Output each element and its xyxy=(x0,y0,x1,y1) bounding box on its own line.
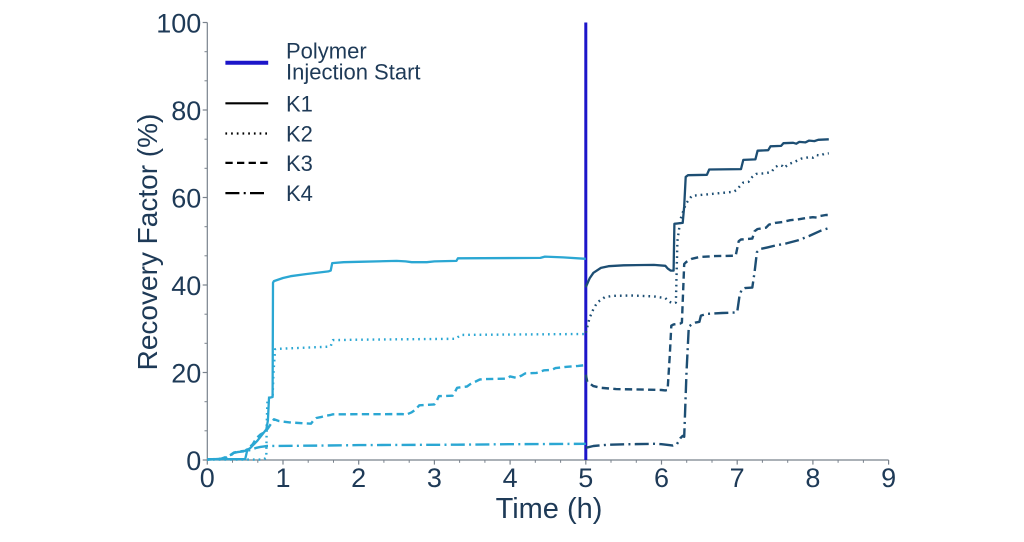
svg-text:2: 2 xyxy=(351,463,366,493)
svg-text:K1: K1 xyxy=(286,92,313,117)
svg-text:8: 8 xyxy=(805,463,820,493)
svg-text:7: 7 xyxy=(730,463,745,493)
svg-text:40: 40 xyxy=(171,271,201,301)
svg-text:0: 0 xyxy=(186,446,201,476)
svg-text:Time (h): Time (h) xyxy=(496,493,603,525)
svg-text:Injection Start: Injection Start xyxy=(286,60,421,85)
svg-text:60: 60 xyxy=(171,184,201,214)
svg-text:K3: K3 xyxy=(286,151,313,176)
svg-text:K4: K4 xyxy=(286,181,313,206)
svg-text:80: 80 xyxy=(171,96,201,126)
svg-text:20: 20 xyxy=(171,359,201,389)
svg-text:100: 100 xyxy=(156,9,201,39)
svg-text:0: 0 xyxy=(200,463,215,493)
svg-text:5: 5 xyxy=(578,463,593,493)
svg-text:1: 1 xyxy=(275,463,290,493)
svg-text:Recovery Factor (%): Recovery Factor (%) xyxy=(132,114,163,371)
svg-text:Polymer: Polymer xyxy=(286,39,367,64)
svg-text:4: 4 xyxy=(503,463,518,493)
svg-text:6: 6 xyxy=(654,463,669,493)
svg-text:K2: K2 xyxy=(286,122,313,147)
svg-text:3: 3 xyxy=(427,463,442,493)
svg-text:9: 9 xyxy=(881,463,896,493)
